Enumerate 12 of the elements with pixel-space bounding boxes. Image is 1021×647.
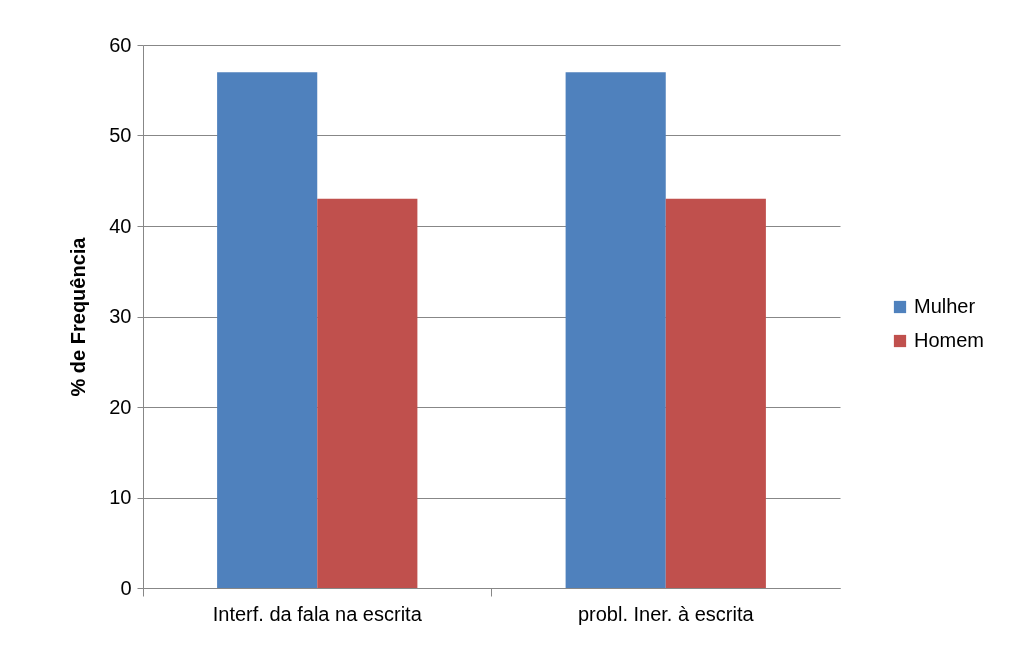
legend-label: Homem [914, 329, 985, 351]
y-tick-label: 60 [109, 33, 132, 56]
y-tick-label: 50 [109, 124, 132, 146]
y-tick-label: 10 [109, 486, 132, 508]
x-tick-label: Interf. da fala na escrita [212, 602, 423, 625]
y-axis-title: % de Frequência [67, 236, 90, 397]
y-tick-label: 0 [120, 576, 132, 599]
y-tick-label: 30 [109, 305, 132, 327]
y-tick-label: 20 [109, 395, 132, 418]
legend-label: Mulher [914, 295, 976, 317]
x-tick-label: probl. Iner. à escrita [577, 602, 755, 625]
y-tick-label: 40 [109, 214, 132, 237]
